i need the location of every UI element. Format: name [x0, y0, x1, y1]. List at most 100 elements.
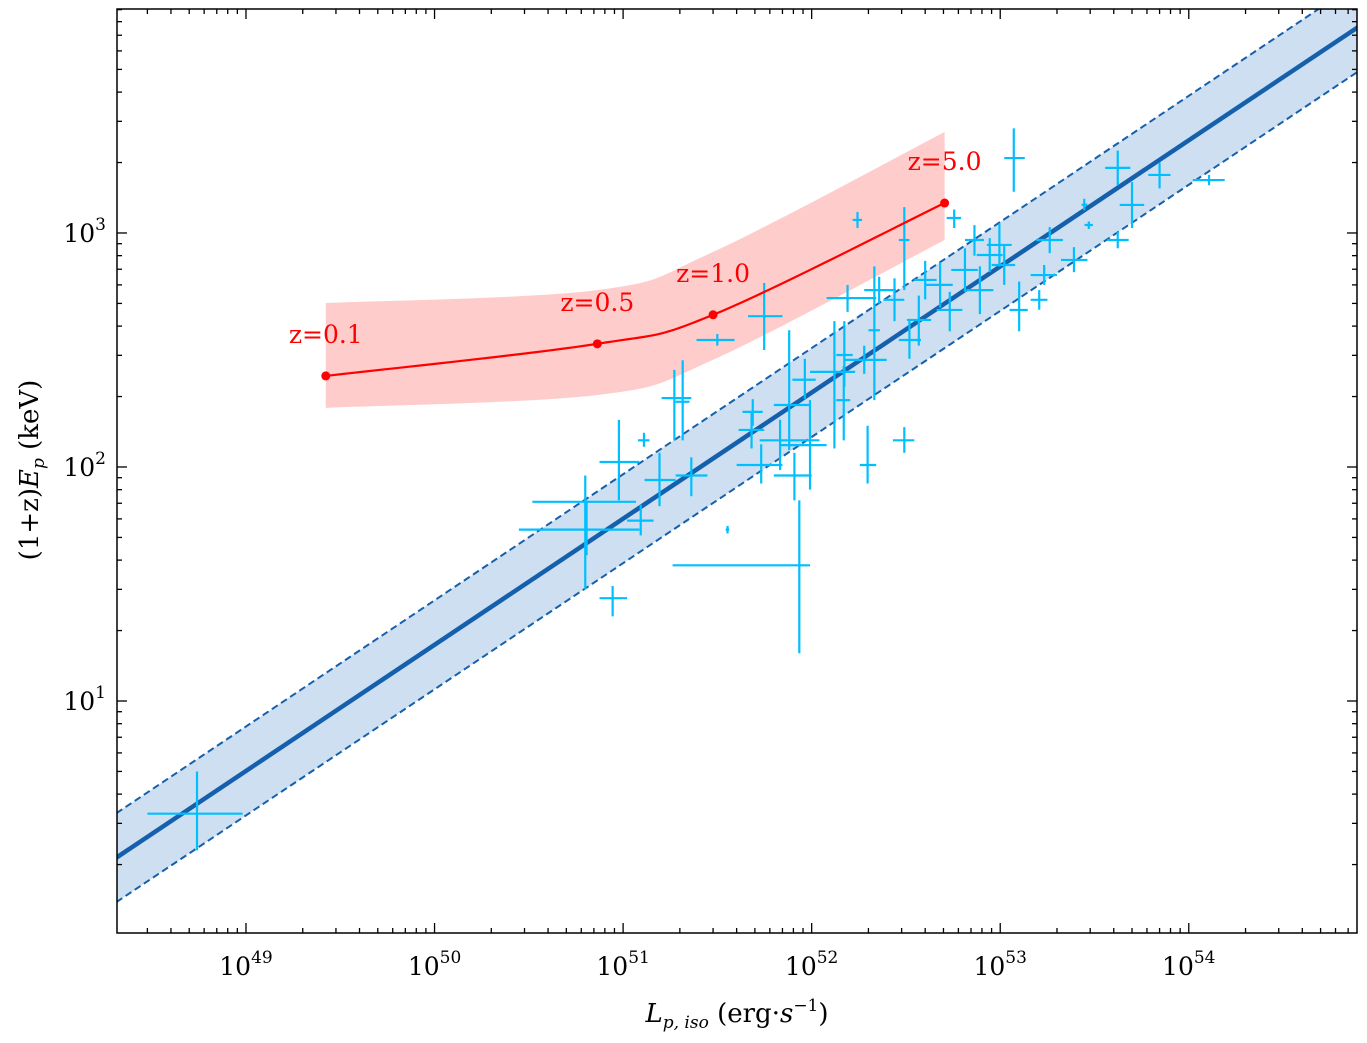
tick-base: 10	[63, 219, 95, 248]
best-fit-line	[117, 25, 1357, 860]
data-point	[852, 211, 863, 229]
data-point	[936, 291, 963, 332]
plot-area	[117, 9, 1357, 903]
tick-exponent: 50	[440, 948, 462, 968]
model-track-line	[325, 202, 946, 378]
x-label-unit-var: s	[780, 999, 793, 1029]
x-tick-label: 1053	[973, 948, 1026, 981]
data-point	[864, 276, 896, 304]
fit-upper-dashed-line	[117, 9, 1321, 814]
model-point	[708, 310, 718, 320]
data-point	[964, 225, 984, 256]
data-point	[1081, 198, 1088, 211]
data-point	[644, 452, 676, 507]
x-tick-label: 1050	[408, 948, 461, 981]
data-point	[773, 330, 811, 451]
tick-exponent: 3	[95, 215, 106, 235]
x-tick-label: 1052	[785, 948, 838, 981]
data-point	[532, 475, 636, 590]
y-tick-label: 103	[63, 215, 106, 248]
y-label-sub: p	[29, 458, 49, 469]
data-point	[966, 266, 994, 315]
y-tick-label: 101	[63, 683, 106, 716]
data-point	[1148, 162, 1171, 189]
data-point	[773, 452, 812, 501]
fit-lower-dashed-line	[117, 71, 1357, 903]
data-point	[1036, 227, 1063, 254]
data-point	[738, 413, 765, 449]
data-point	[1119, 182, 1145, 229]
data-point	[599, 586, 628, 617]
data-point	[951, 248, 978, 292]
redshift-label: z=0.1	[289, 320, 363, 349]
axes	[116, 8, 1358, 934]
data-point	[1030, 290, 1048, 310]
tick-base: 10	[785, 952, 817, 981]
y-tick-label: 102	[63, 449, 106, 482]
data-point	[696, 334, 735, 346]
data-point	[780, 400, 827, 490]
data-point	[675, 360, 690, 441]
x-label-sub: p, iso	[663, 1013, 709, 1033]
x-axis-label: Lp, iso (erg·s−1)	[644, 996, 828, 1033]
data-point	[914, 260, 937, 300]
data-point	[1004, 128, 1025, 192]
data-point	[638, 432, 650, 447]
y-label-unit: (keV)	[15, 380, 45, 458]
x-label-unit-pre: (erg·	[709, 999, 780, 1029]
data-point	[1084, 221, 1093, 229]
model-point	[592, 339, 602, 349]
data-point	[599, 419, 640, 501]
data-point	[991, 245, 1016, 285]
data-point	[946, 209, 962, 229]
tick-base: 10	[973, 952, 1005, 981]
redshift-label: z=5.0	[908, 147, 982, 176]
tick-exponent: 1	[95, 683, 106, 703]
tick-exponent: 51	[628, 948, 650, 968]
data-point	[925, 262, 953, 308]
data-point	[1107, 231, 1129, 249]
data-point	[906, 295, 932, 346]
model-point	[321, 371, 331, 381]
y-label-pre: (1+z)	[15, 488, 45, 560]
redshift-label: z=0.5	[560, 288, 634, 317]
data-point	[1060, 247, 1088, 273]
data-point	[518, 500, 640, 556]
data-point	[868, 266, 880, 401]
data-point	[898, 207, 910, 291]
data-point	[1009, 281, 1028, 332]
data-point	[844, 345, 887, 374]
redshift-label: z=1.0	[676, 259, 750, 288]
tick-base: 10	[63, 453, 95, 482]
data-point	[675, 457, 708, 497]
tick-base: 10	[408, 952, 440, 981]
data-point	[792, 358, 816, 400]
tick-exponent: 54	[1194, 948, 1216, 968]
tick-exponent: 2	[95, 449, 106, 469]
data-point	[826, 284, 877, 312]
model-uncertainty-band	[325, 132, 945, 408]
x-tick-label: 1049	[219, 948, 272, 981]
tick-base: 10	[1162, 952, 1194, 981]
data-point	[898, 321, 921, 359]
tick-base: 10	[219, 952, 251, 981]
data-point	[859, 425, 877, 484]
data-point	[883, 278, 905, 322]
tick-base: 10	[63, 687, 95, 716]
tick-exponent: 52	[817, 948, 839, 968]
data-point	[661, 369, 692, 441]
model-point	[940, 198, 950, 208]
data-point	[725, 525, 730, 534]
data-point	[893, 427, 915, 453]
x-label-var: L	[644, 999, 662, 1029]
x-tick-label: 1051	[596, 948, 649, 981]
fit-scatter-band	[117, 9, 1357, 902]
x-label-unit-post: )	[818, 999, 828, 1029]
data-point	[748, 283, 783, 351]
data-point	[627, 504, 654, 536]
data-point	[986, 223, 1012, 267]
data-point	[736, 444, 783, 484]
data-point	[810, 321, 856, 449]
